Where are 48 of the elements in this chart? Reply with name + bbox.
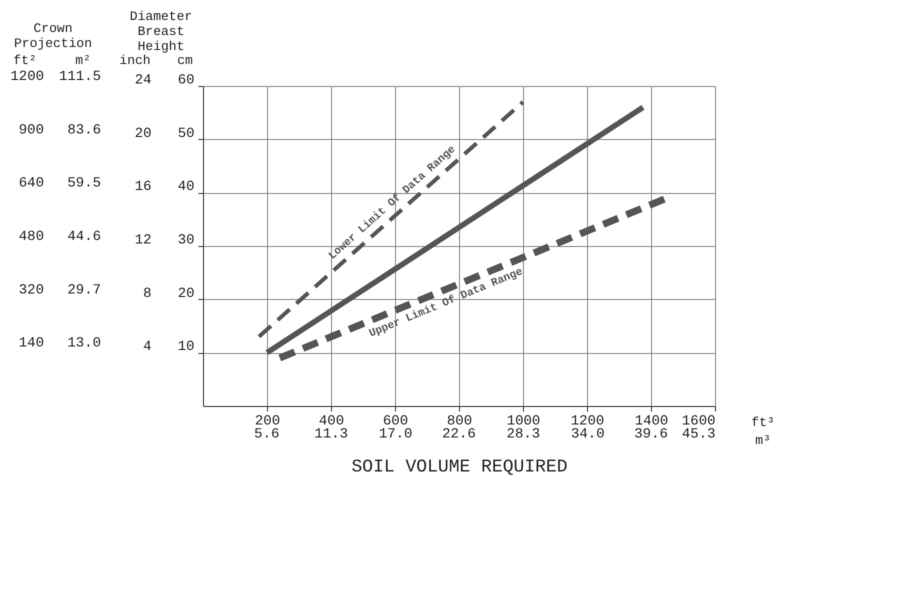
text: 29.7 xyxy=(67,282,101,298)
text: 640 xyxy=(18,176,44,192)
x-tick-label: 1600 xyxy=(682,414,716,430)
x-tick-label: 800 xyxy=(446,414,472,430)
x2-tick-label: 22.6 xyxy=(442,426,476,442)
y-tick-label: 20 xyxy=(178,286,194,302)
text: 59.5 xyxy=(67,176,101,192)
y2-tick-label: 20 xyxy=(134,126,152,142)
x2-tick-label: 28.3 xyxy=(506,426,540,442)
x2-tick-label: 17.0 xyxy=(378,426,412,442)
text: 140 xyxy=(18,336,44,352)
text: ft² xyxy=(13,53,37,68)
x-tick-label: 400 xyxy=(318,414,344,430)
y2-tick-label: 12 xyxy=(134,232,152,248)
text: 320 xyxy=(18,282,44,298)
y2-tick-label: 24 xyxy=(134,72,152,88)
text: m³ xyxy=(755,433,771,448)
y2-tick-label: 16 xyxy=(134,179,152,196)
text: 900 xyxy=(18,122,44,138)
y-tick-label: 10 xyxy=(178,339,194,356)
text: 44.6 xyxy=(67,229,101,245)
x2-tick-label: 34.0 xyxy=(570,426,605,442)
y2-tick-label: 4 xyxy=(143,339,152,356)
y-tick-label: 60 xyxy=(178,72,194,88)
y-tick-label: 40 xyxy=(178,179,194,196)
y2-tick-label: 8 xyxy=(143,286,152,302)
x-axis-title: SOIL VOLUME REQUIRED xyxy=(351,458,568,478)
x2-tick-label: 39.6 xyxy=(634,426,668,442)
y-tick-label: 50 xyxy=(178,126,194,142)
y-tick-label: 30 xyxy=(178,232,194,248)
x-tick-label: 600 xyxy=(382,414,408,430)
text: 111.5 xyxy=(58,69,101,85)
x-tick-label: 1400 xyxy=(634,414,668,430)
x2-tick-label: 11.3 xyxy=(314,426,348,442)
x-tick-label: 1200 xyxy=(570,414,604,430)
text: m² xyxy=(75,53,91,68)
x2-tick-label: 5.6 xyxy=(254,426,280,442)
x2-tick-label: 45.3 xyxy=(682,426,716,442)
x-tick-label: 1000 xyxy=(506,414,540,430)
text: cm xyxy=(177,53,193,68)
text: Upper Limit Of Data Range xyxy=(367,265,526,340)
text: 83.6 xyxy=(67,122,101,138)
text: inch xyxy=(119,53,151,68)
text: 480 xyxy=(18,229,44,245)
text: 13.0 xyxy=(67,336,101,352)
text: 1200 xyxy=(10,69,44,85)
x-tick-label: 200 xyxy=(254,414,280,430)
text: ft³ xyxy=(751,415,775,430)
